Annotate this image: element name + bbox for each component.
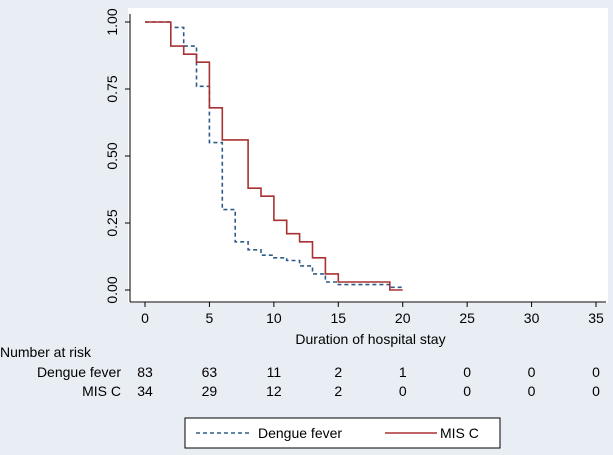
risk-count-dengue-fever: 63 xyxy=(202,364,218,380)
y-tick-label: 0.25 xyxy=(104,209,120,236)
x-tick-label: 30 xyxy=(524,310,540,326)
series-line-dengue-fever xyxy=(145,21,403,289)
risk-count-dengue-fever: 0 xyxy=(592,364,600,380)
risk-count-dengue-fever: 1 xyxy=(399,364,407,380)
x-tick-label: 10 xyxy=(266,310,282,326)
y-tick-label: 0.50 xyxy=(104,142,120,169)
x-tick-label: 5 xyxy=(206,310,214,326)
plot-background xyxy=(128,8,608,303)
risk-count-mis-c: 0 xyxy=(592,383,600,399)
risk-count-mis-c: 0 xyxy=(463,383,471,399)
risk-count-dengue-fever: 0 xyxy=(463,364,471,380)
y-tick-label: 0.00 xyxy=(104,276,120,303)
risk-count-mis-c: 29 xyxy=(202,383,218,399)
x-axis-title: Duration of hospital stay xyxy=(295,331,445,347)
plot-lines xyxy=(145,21,403,291)
risk-table: Number at risk Dengue fever 83 63 11 2 1 0 0 0 MI… xyxy=(0,344,600,399)
y-tick-label: 1.00 xyxy=(104,8,120,35)
risk-count-mis-c: 12 xyxy=(266,383,282,399)
legend-label-dengue-fever: Dengue fever xyxy=(258,425,342,441)
risk-count-dengue-fever: 83 xyxy=(137,364,153,380)
x-tick-label: 25 xyxy=(459,310,475,326)
risk-count-dengue-fever: 2 xyxy=(334,364,342,380)
legend-box xyxy=(184,417,501,449)
risk-row-label-dengue-fever: Dengue fever xyxy=(37,364,121,380)
x-tick-label: 0 xyxy=(141,310,149,326)
x-tick-label: 35 xyxy=(588,310,604,326)
risk-count-mis-c: 34 xyxy=(137,383,153,399)
axes: 0.00 0.25 0.50 0.75 1.00 0 5 10 15 20 25 30 35 Durati… xyxy=(104,8,606,347)
risk-table-heading: Number at risk xyxy=(0,344,92,360)
y-tick-label: 0.75 xyxy=(104,75,120,102)
risk-count-mis-c: 2 xyxy=(334,383,342,399)
risk-count-mis-c: 0 xyxy=(528,383,536,399)
series-line-mis-c xyxy=(145,21,403,291)
x-tick-label: 15 xyxy=(330,310,346,326)
risk-count-dengue-fever: 11 xyxy=(267,364,282,380)
risk-row-label-mis-c: MIS C xyxy=(82,383,121,399)
risk-count-dengue-fever: 0 xyxy=(528,364,536,380)
legend-label-mis-c: MIS C xyxy=(440,425,479,441)
x-tick-label: 20 xyxy=(395,310,411,326)
risk-count-mis-c: 0 xyxy=(399,383,407,399)
legend: Dengue fever MIS C xyxy=(184,417,501,449)
